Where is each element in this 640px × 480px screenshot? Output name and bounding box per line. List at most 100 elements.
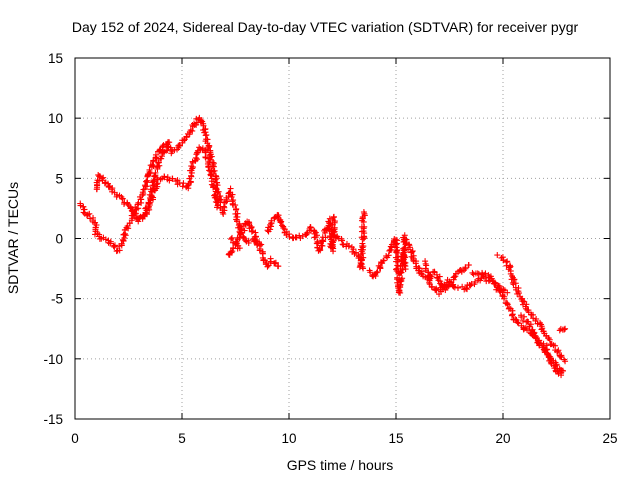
- data-point: [164, 174, 171, 181]
- data-point: [461, 267, 468, 274]
- x-tick-label: 5: [178, 431, 186, 446]
- data-point: [482, 270, 489, 277]
- data-point: [312, 234, 319, 241]
- data-point: [412, 260, 419, 267]
- data-point: [398, 269, 405, 276]
- data-point: [537, 340, 544, 347]
- data-point: [77, 202, 84, 209]
- data-point: [233, 240, 240, 247]
- data-point: [377, 264, 384, 271]
- x-tick-label: 15: [388, 431, 403, 446]
- data-point: [267, 255, 274, 262]
- data-point: [524, 318, 531, 325]
- data-point: [80, 209, 87, 216]
- data-point: [275, 263, 282, 270]
- data-point: [509, 311, 516, 318]
- data-point: [265, 262, 272, 269]
- data-point: [96, 231, 103, 238]
- data-point: [335, 235, 342, 242]
- data-point: [317, 247, 324, 254]
- data-point: [401, 244, 408, 251]
- data-point: [401, 232, 408, 239]
- data-point: [274, 211, 281, 218]
- data-point: [237, 229, 244, 236]
- data-point: [159, 143, 166, 150]
- data-point: [248, 228, 255, 235]
- data-point: [415, 267, 422, 274]
- data-point: [166, 139, 173, 146]
- data-point: [220, 210, 227, 217]
- data-point: [462, 265, 469, 272]
- data-point: [455, 284, 462, 291]
- data-point: [555, 370, 562, 377]
- data-point: [426, 279, 433, 286]
- data-point: [380, 257, 387, 264]
- axis-ticks: [74, 57, 611, 420]
- data-point: [392, 249, 399, 256]
- data-point: [202, 154, 209, 161]
- data-point: [433, 287, 440, 294]
- data-point: [359, 215, 366, 222]
- y-axis-label: SDTVAR / TECUs: [5, 182, 21, 294]
- data-point: [544, 350, 551, 357]
- data-point: [326, 215, 333, 222]
- data-point: [169, 175, 176, 182]
- x-tick-label: 10: [281, 431, 296, 446]
- data-point: [358, 254, 365, 261]
- data-point: [513, 316, 520, 323]
- chart-title: Day 152 of 2024, Sidereal Day-to-day VTE…: [72, 19, 579, 35]
- data-point: [319, 242, 326, 249]
- data-point: [407, 244, 414, 251]
- data-point: [551, 365, 558, 372]
- data-point: [394, 249, 401, 256]
- data-point: [238, 226, 245, 233]
- data-point: [331, 218, 338, 225]
- data-point: [401, 259, 408, 266]
- data-point: [330, 213, 337, 220]
- data-point: [409, 255, 416, 262]
- data-point: [504, 301, 511, 308]
- data-point: [519, 317, 526, 324]
- data-point: [367, 269, 374, 276]
- data-point: [283, 232, 290, 239]
- data-point: [451, 273, 458, 280]
- data-point: [546, 336, 553, 343]
- data-point: [385, 252, 392, 259]
- data-point: [212, 188, 219, 195]
- x-tick-labels: 0 5 10 15 20 25: [71, 431, 617, 446]
- data-point: [521, 313, 528, 320]
- data-point: [339, 237, 346, 244]
- data-point: [180, 137, 187, 144]
- data-point: [268, 217, 275, 224]
- data-point: [278, 218, 285, 225]
- y-tick-label: 10: [48, 111, 63, 126]
- data-point: [235, 224, 242, 231]
- data-point: [228, 193, 235, 200]
- data-point: [134, 201, 141, 208]
- data-point: [229, 248, 236, 255]
- data-point: [119, 195, 126, 202]
- data-point: [242, 237, 249, 244]
- data-point: [264, 263, 271, 270]
- data-point: [446, 280, 453, 287]
- data-point: [516, 290, 523, 297]
- data-point: [150, 194, 157, 201]
- data-point: [531, 329, 538, 336]
- data-point: [496, 287, 503, 294]
- data-point: [561, 326, 568, 333]
- data-point: [328, 228, 335, 235]
- y-tick-label: 15: [48, 51, 63, 66]
- data-point: [131, 211, 138, 218]
- data-point: [373, 269, 380, 276]
- data-point: [526, 323, 533, 330]
- data-point: [230, 245, 237, 252]
- data-point: [236, 245, 243, 252]
- data-point: [116, 247, 123, 254]
- data-point: [176, 142, 183, 149]
- data-point: [152, 169, 159, 176]
- data-point: [539, 325, 546, 332]
- data-point: [511, 276, 518, 283]
- data-point: [271, 260, 278, 267]
- data-point: [374, 268, 381, 275]
